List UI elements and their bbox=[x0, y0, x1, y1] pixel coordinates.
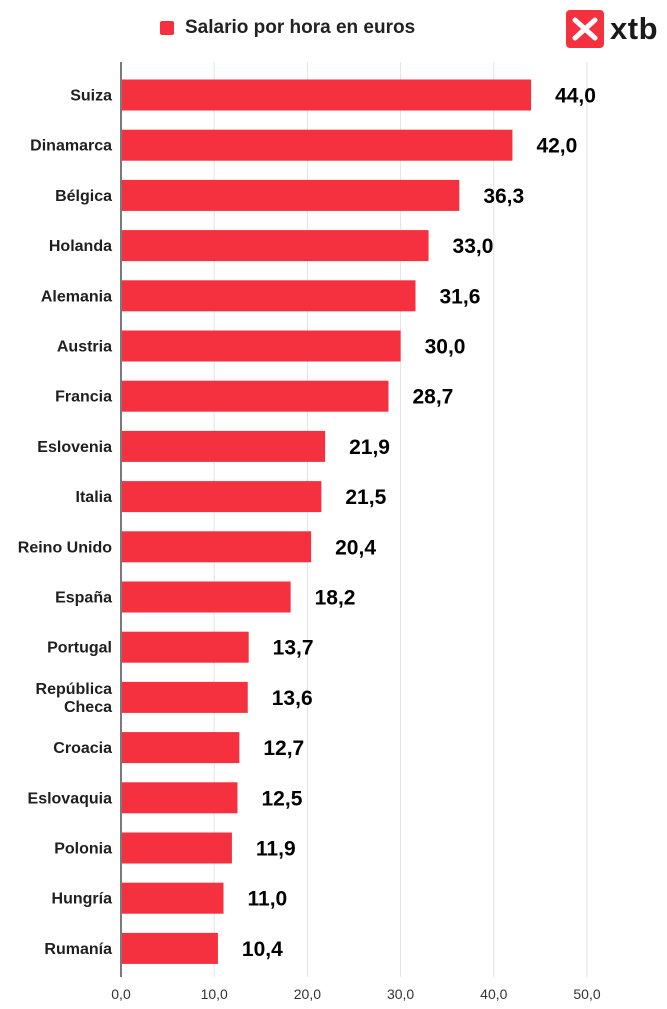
value-label: 11,9 bbox=[256, 838, 296, 861]
bar bbox=[122, 631, 249, 663]
category-label: Reino Unido bbox=[18, 539, 112, 556]
bar bbox=[122, 932, 218, 964]
category-label: Polonia bbox=[54, 841, 112, 858]
category-label: Italia bbox=[76, 489, 113, 506]
xtb-logo-text: xtb bbox=[610, 11, 658, 46]
bar bbox=[122, 882, 224, 914]
value-label: 28,7 bbox=[412, 386, 453, 409]
bar bbox=[122, 681, 248, 713]
category-label: Rumanía bbox=[44, 941, 112, 958]
bar bbox=[122, 782, 238, 814]
xtb-cross-icon bbox=[566, 10, 604, 48]
bar bbox=[122, 129, 513, 161]
bar bbox=[122, 430, 326, 462]
x-tick-label: 0,0 bbox=[111, 986, 131, 1002]
x-tick-label: 20,0 bbox=[294, 986, 321, 1002]
bar bbox=[122, 330, 401, 362]
x-tick-label: 50,0 bbox=[573, 986, 600, 1002]
value-label: 13,6 bbox=[272, 687, 313, 710]
value-label: 21,5 bbox=[345, 486, 386, 509]
category-label: España bbox=[55, 590, 112, 607]
category-label: Portugal bbox=[47, 640, 112, 657]
x-tick-label: 40,0 bbox=[480, 986, 507, 1002]
category-label: Bélgica bbox=[55, 188, 112, 205]
bar bbox=[122, 481, 322, 513]
labels: 0,0 10,0 20,0 30,0 40,0 50,0 Suiza 44,0 Dinamarc… bbox=[18, 85, 601, 1003]
value-label: 10,4 bbox=[242, 938, 283, 961]
category-label: Croacia bbox=[53, 740, 112, 757]
bar bbox=[122, 179, 460, 211]
bar bbox=[122, 832, 232, 864]
bar bbox=[122, 581, 291, 613]
bar bbox=[122, 79, 532, 111]
value-label: 20,4 bbox=[335, 536, 376, 559]
bar bbox=[122, 380, 389, 412]
value-label: 31,6 bbox=[440, 285, 481, 308]
bar bbox=[122, 732, 240, 764]
value-label: 36,3 bbox=[483, 185, 524, 208]
category-label: Suiza bbox=[70, 88, 112, 105]
legend-label: Salario por hora en euros bbox=[185, 17, 416, 38]
category-label: Eslovenia bbox=[37, 439, 112, 456]
category-label: Holanda bbox=[49, 238, 112, 255]
bar bbox=[122, 531, 312, 563]
value-label: 21,9 bbox=[349, 436, 390, 459]
value-label: 30,0 bbox=[425, 336, 466, 359]
value-label: 42,0 bbox=[536, 135, 577, 158]
value-label: 33,0 bbox=[453, 235, 494, 258]
category-label: Dinamarca bbox=[30, 138, 112, 155]
x-tick-label: 30,0 bbox=[387, 986, 414, 1002]
gridlines bbox=[213, 62, 588, 977]
value-label: 11,0 bbox=[248, 888, 288, 911]
category-label: Francia bbox=[55, 389, 112, 406]
category-label: Hungría bbox=[52, 891, 113, 908]
bar bbox=[122, 230, 429, 262]
value-label: 12,5 bbox=[262, 787, 303, 810]
legend-swatch bbox=[160, 21, 174, 35]
value-label: 12,7 bbox=[263, 737, 304, 760]
xtb-logo: xtb bbox=[566, 10, 658, 48]
category-label: República Checa bbox=[36, 681, 113, 716]
value-label: 44,0 bbox=[555, 85, 596, 108]
category-label: Eslovaquia bbox=[28, 790, 113, 807]
value-label: 13,7 bbox=[273, 637, 314, 660]
x-tick-label: 10,0 bbox=[201, 986, 228, 1002]
bar bbox=[122, 280, 416, 312]
category-label: Austria bbox=[57, 339, 112, 356]
legend: Salario por hora en euros bbox=[160, 16, 415, 40]
value-label: 18,2 bbox=[315, 587, 356, 610]
bars bbox=[122, 79, 532, 964]
category-label: Alemania bbox=[41, 288, 112, 305]
